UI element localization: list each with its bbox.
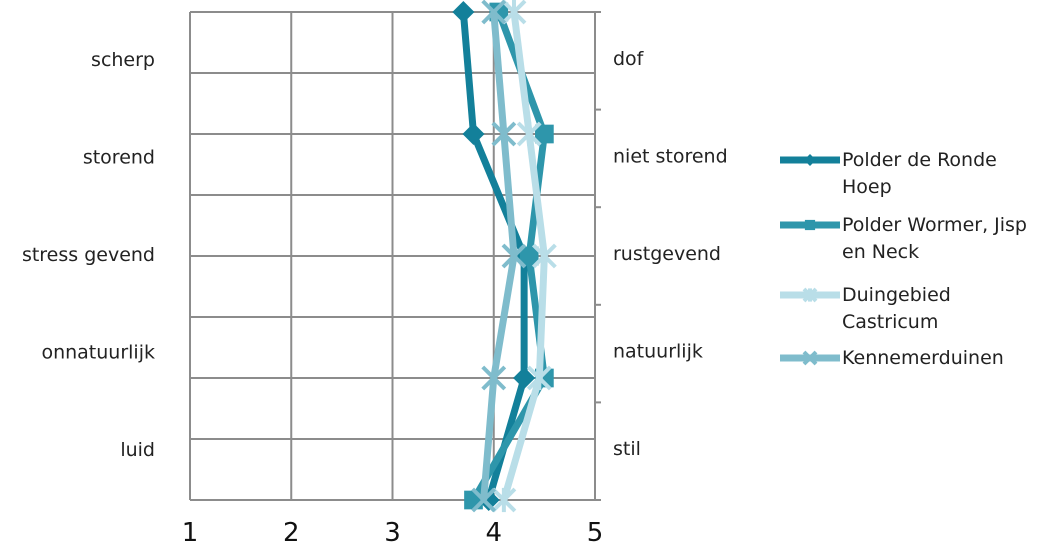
data-point-cross: [481, 365, 507, 391]
legend-item: Kennemerduinen: [780, 347, 1004, 369]
x-tick-label: 2: [283, 518, 300, 548]
plot-grid: [189, 11, 601, 501]
x-tick-label: 3: [384, 518, 401, 548]
data-point-cross: [471, 487, 497, 513]
left-pole-label: luid: [120, 439, 155, 461]
legend-label: Hoep: [842, 176, 892, 198]
legend-label: Polder de Ronde: [842, 149, 997, 171]
data-point-cross: [491, 121, 517, 147]
legend-label: Castricum: [842, 311, 938, 333]
data-point-square: [804, 219, 816, 231]
data-point-diamond: [452, 1, 475, 23]
legend-label: Kennemerduinen: [842, 347, 1004, 369]
data-point-square: [535, 124, 554, 144]
data-point-diamond: [804, 154, 816, 166]
data-point-diamond: [513, 367, 536, 389]
legend-label: en Neck: [842, 241, 919, 263]
legend-item: Polder Wormer, Jisp en Neck: [780, 214, 1027, 263]
left-pole-label: onnatuurlijk: [41, 342, 155, 364]
data-point-cross: [501, 243, 527, 269]
series-lines: [452, 0, 557, 513]
data-point-asterisk: [802, 287, 818, 303]
x-tick-label: 1: [182, 518, 199, 548]
left-pole-label: stress gevend: [22, 244, 155, 266]
right-pole-label: dof: [613, 48, 645, 70]
data-point-cross: [802, 350, 818, 366]
right-pole-label: stil: [613, 438, 641, 460]
right-pole-label: natuurlijk: [613, 341, 703, 363]
legend: Polder de Ronde Hoep Polder Wormer, Jisp en…: [780, 149, 1027, 369]
right-pole-label: niet storend: [613, 145, 728, 167]
data-point-asterisk: [516, 121, 542, 147]
data-point-asterisk: [526, 365, 552, 391]
x-tick-label: 5: [587, 518, 604, 548]
data-point-asterisk: [501, 0, 527, 25]
data-point-diamond: [462, 123, 485, 145]
data-point-cross: [481, 0, 507, 25]
legend-label: Polder Wormer, Jisp: [842, 214, 1027, 236]
data-point-square: [519, 246, 539, 266]
data-point-asterisk: [531, 243, 557, 269]
x-axis-tick-labels: 1 2 3 4 5: [182, 518, 604, 548]
left-pole-labels: scherp storend stress gevend onnatuurlijk lu…: [22, 49, 155, 461]
left-pole-label: scherp: [91, 49, 155, 71]
data-point-square: [464, 490, 483, 510]
right-pole-labels: dof niet storend rustgevend natuurlijk stil: [613, 48, 728, 460]
legend-item: Polder de Ronde Hoep: [780, 149, 997, 198]
series-3: [471, 0, 527, 513]
series-2: [491, 0, 557, 513]
legend-item: Duingebied Castricum: [780, 284, 951, 333]
data-point-asterisk: [491, 487, 517, 513]
left-pole-label: storend: [83, 146, 155, 168]
right-pole-label: rustgevend: [613, 243, 721, 265]
x-tick-label: 4: [485, 518, 502, 548]
legend-label: Duingebied: [842, 284, 951, 306]
